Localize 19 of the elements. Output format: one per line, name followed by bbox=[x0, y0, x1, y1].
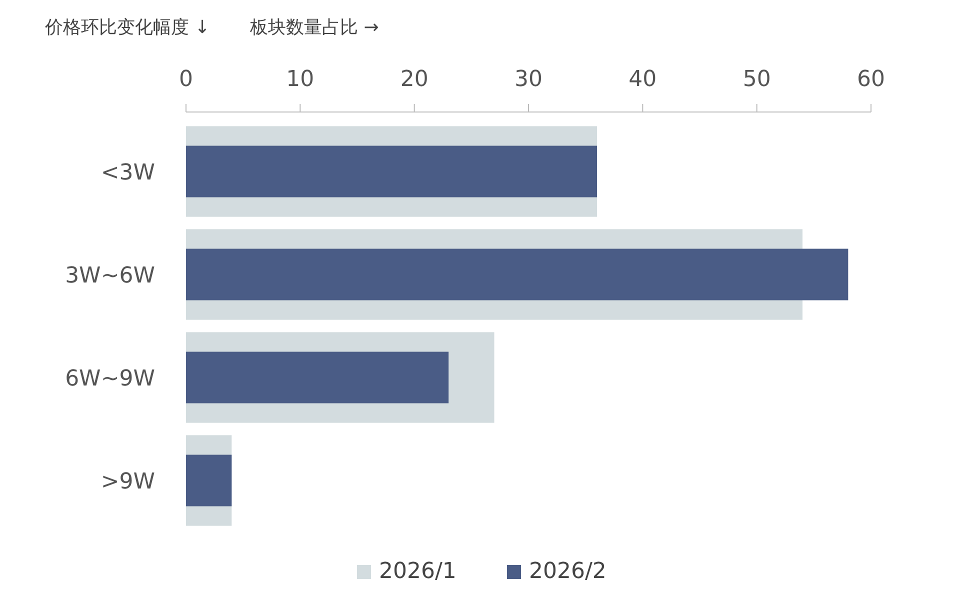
x-tick-label: 30 bbox=[514, 67, 542, 92]
bar bbox=[186, 248, 848, 300]
x-tick-label: 60 bbox=[857, 67, 885, 92]
y-tick-label: >9W bbox=[100, 470, 156, 494]
legend-label: 2026/1 bbox=[379, 559, 456, 584]
x-tick-label: 20 bbox=[400, 67, 428, 92]
x-tick-label: 50 bbox=[742, 67, 771, 92]
bar bbox=[186, 146, 597, 198]
y-tick-label: 6W~9W bbox=[65, 366, 156, 392]
bar bbox=[186, 454, 232, 506]
x-tick-label: 10 bbox=[286, 67, 314, 92]
y-axis-title: 价格环比变化幅度 ↓ bbox=[44, 17, 210, 38]
x-axis-title: 板块数量占比 → bbox=[249, 17, 379, 38]
x-tick-label: 0 bbox=[179, 67, 193, 92]
y-tick-label: <3W bbox=[100, 160, 156, 186]
bar bbox=[186, 352, 449, 404]
legend-label: 2026/2 bbox=[529, 559, 606, 584]
y-tick-label: 3W~6W bbox=[65, 264, 156, 288]
x-tick-label: 40 bbox=[628, 67, 657, 92]
